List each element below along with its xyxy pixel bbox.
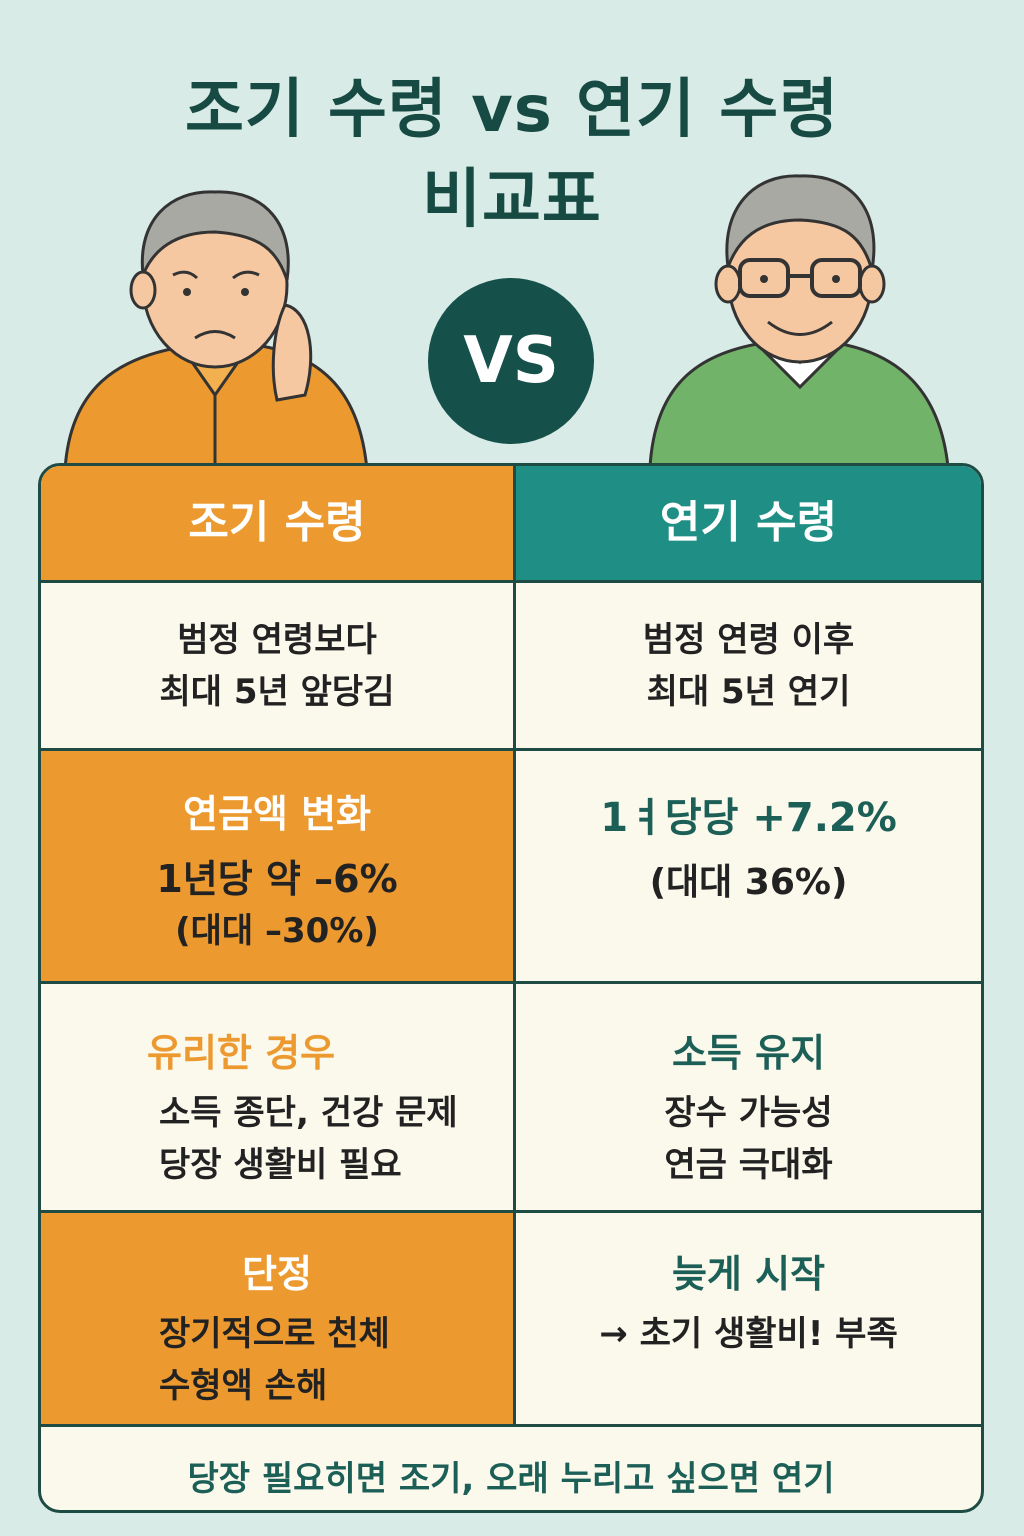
row2-deferred: 1ㅕ당당 +7.2% (대대 36%) [516, 751, 981, 981]
row3-early-line2: 당장 생활비 필요 [159, 1145, 402, 1185]
page-title-line2: 비교표 [422, 163, 602, 237]
row1-early-line2: 최대 5년 앞당김 [159, 672, 395, 712]
divider [41, 580, 981, 583]
divider [41, 1424, 981, 1427]
divider [41, 1210, 981, 1213]
row3-early-title: 유리한 경우 [147, 1031, 336, 1075]
row4-deferred: 늦게 시작 → 초기 생활비! 부족 [516, 1213, 981, 1424]
row4-early-line2: 수형액 손해 [159, 1366, 328, 1406]
row1-deferred-line1: 범정 연령 이후 [642, 620, 855, 660]
footer-summary: 당장 필요히면 조기, 오래 누리고 싶으면 연기 [187, 1459, 835, 1499]
worried-man-illustration [63, 190, 369, 470]
row3-early-line1: 소득 종단, 건강 문제 [159, 1093, 458, 1133]
row2-deferred-line2: (대대 36%) [649, 862, 848, 903]
row4-deferred-line1: → 초기 생활비! 부족 [599, 1314, 898, 1354]
row4-early-title: 단정 [242, 1252, 312, 1296]
smiling-man-illustration [648, 174, 950, 467]
row1-deferred: 범정 연령 이후 최대 5년 연기 [516, 614, 981, 718]
row2-early: 연금액 변화 1년당 약 –6% (대대 –30%) [41, 751, 513, 981]
divider [41, 981, 981, 984]
row4-early: 단정 장기적으로 천체 수형액 손해 [41, 1213, 513, 1424]
row3-deferred-line2: 연금 극대화 [664, 1145, 833, 1185]
row3-early: 유리한 경우 소득 종단, 건강 문제 당장 생활비 필요 [41, 984, 513, 1210]
header-deferred: 연기 수령 [516, 466, 981, 580]
row3-deferred-title: 소득 유지 [671, 1031, 826, 1075]
row1-deferred-line2: 최대 5년 연기 [646, 672, 851, 712]
row3-deferred: 소득 유지 장수 가능성 연금 극대화 [516, 984, 981, 1210]
row2-early-line2: (대대 –30%) [175, 911, 379, 951]
header-early: 조기 수령 [41, 466, 513, 580]
row1-early-line1: 범정 연령보다 [177, 620, 377, 660]
comparison-table: 조기 수령 연기 수령 범정 연령보다 최대 5년 앞당김 범정 연령 이후 최… [38, 463, 984, 1513]
page-title: 조기 수령 vs 연기 수령 [185, 73, 839, 147]
row1-early: 범정 연령보다 최대 5년 앞당김 [41, 614, 513, 718]
row2-deferred-line1: 1ㅕ당당 +7.2% [600, 795, 897, 841]
row2-early-title: 연금액 변화 [182, 792, 372, 836]
row4-early-line1: 장기적으로 천체 [159, 1314, 390, 1354]
divider [41, 748, 981, 751]
vs-badge: VS [428, 278, 594, 444]
row2-early-line1: 1년당 약 –6% [156, 857, 398, 901]
row4-deferred-title: 늦게 시작 [671, 1252, 826, 1296]
column-divider [513, 466, 516, 1424]
row3-deferred-line1: 장수 가능성 [664, 1093, 833, 1133]
